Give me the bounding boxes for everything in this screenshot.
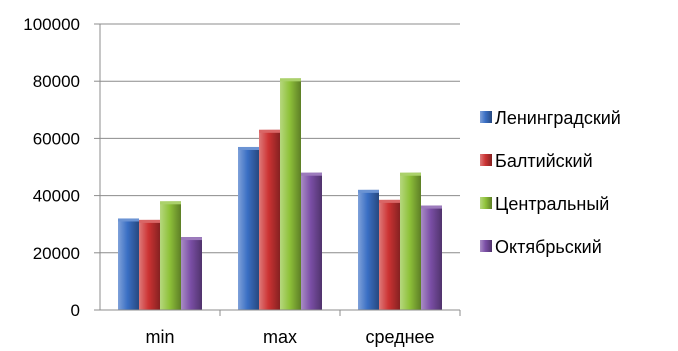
y-tick-label: 60000 (33, 129, 80, 148)
bar (181, 237, 202, 310)
legend-label: Балтийский (495, 151, 593, 171)
bar-cap (358, 189, 379, 193)
bar (139, 219, 160, 310)
bar-cap (181, 237, 202, 241)
bar-cap (421, 205, 442, 209)
bar (238, 146, 259, 310)
bar-cap (280, 78, 301, 82)
bar (301, 172, 322, 310)
bar-cap (118, 218, 139, 222)
legend-swatch (480, 111, 492, 123)
legend-label: Центральный (495, 194, 609, 214)
legend: Ленинградский Балтийский Центральный Октябр… (480, 108, 621, 257)
legend-label: Ленинградский (495, 108, 621, 128)
bar-cap (238, 146, 259, 150)
bar (379, 199, 400, 310)
x-axis-labels: min max среднее (145, 327, 434, 347)
bar (280, 78, 301, 310)
y-tick-label: 0 (71, 301, 80, 320)
legend-swatch (480, 197, 492, 209)
bar-cap (259, 129, 280, 133)
bar-cap (301, 172, 322, 176)
bar (421, 205, 442, 310)
y-tick-label: 100000 (23, 15, 80, 34)
x-category-label: min (145, 327, 174, 347)
bar (358, 189, 379, 310)
bar (400, 172, 421, 310)
bar (118, 218, 139, 310)
legend-swatch (480, 240, 492, 252)
y-tick-label: 80000 (33, 72, 80, 91)
x-category-label: среднее (365, 327, 434, 347)
bar (160, 201, 181, 310)
y-axis-ticks: 0 20000 40000 60000 80000 100000 (23, 15, 100, 320)
bar-cap (400, 172, 421, 176)
axes (99, 24, 461, 316)
legend-swatch (480, 154, 492, 166)
x-category-label: max (263, 327, 297, 347)
bar (259, 129, 280, 310)
bar-cap (139, 219, 160, 223)
y-tick-label: 20000 (33, 244, 80, 263)
legend-label: Октябрьский (495, 237, 602, 257)
bar-cap (379, 199, 400, 203)
bar-cap (160, 201, 181, 205)
bars (118, 78, 442, 310)
y-tick-label: 40000 (33, 187, 80, 206)
